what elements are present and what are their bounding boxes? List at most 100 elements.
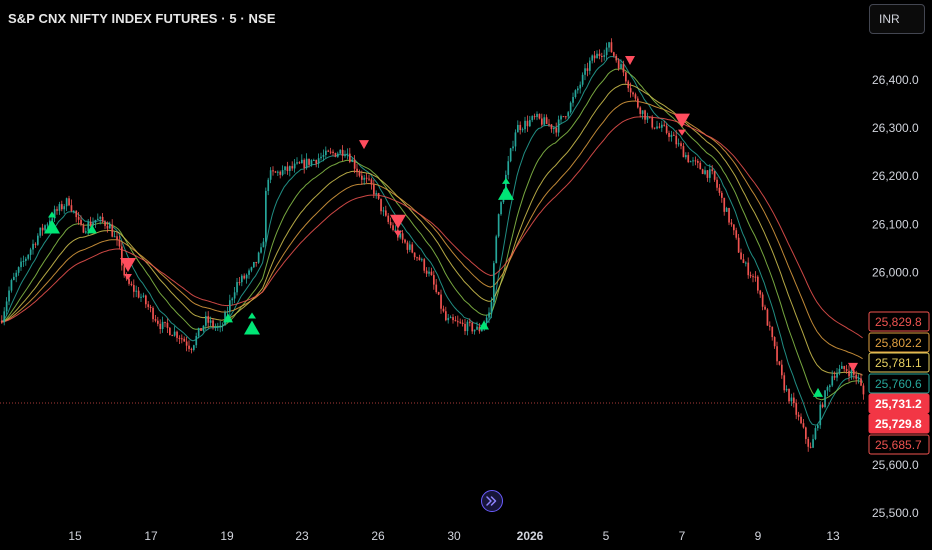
sell-signal <box>394 230 402 237</box>
candle <box>843 365 846 372</box>
candle <box>392 222 394 232</box>
candle <box>517 120 519 133</box>
candle <box>118 235 121 249</box>
candle <box>281 165 284 177</box>
candle <box>680 141 682 150</box>
buy-signal <box>244 320 260 335</box>
candle <box>411 242 414 254</box>
candle <box>185 336 188 352</box>
candle <box>627 79 630 93</box>
candle <box>135 285 138 298</box>
candle <box>332 149 334 156</box>
candle <box>447 313 450 324</box>
candle <box>656 120 658 130</box>
candle <box>545 114 548 124</box>
candle <box>569 101 572 114</box>
candle <box>109 221 111 229</box>
candle <box>272 166 274 176</box>
y-tick-label: 26,200.0 <box>872 169 919 183</box>
x-tick-label: 7 <box>679 529 686 543</box>
candle <box>795 399 798 420</box>
candle <box>857 374 860 384</box>
candle <box>814 425 817 441</box>
sell-signal <box>674 113 690 128</box>
candle <box>363 174 366 185</box>
y-tick-label: 25,600.0 <box>872 458 919 472</box>
candle <box>766 308 769 326</box>
candle <box>550 124 553 133</box>
candle <box>668 130 670 142</box>
candle <box>202 325 205 333</box>
candle <box>358 169 361 178</box>
candle <box>797 411 800 421</box>
candle <box>94 219 97 228</box>
candle <box>339 149 342 154</box>
candle <box>435 279 438 294</box>
candle <box>440 289 442 314</box>
candle <box>783 372 786 393</box>
price-label-text: 25,685.7 <box>875 438 922 452</box>
candle <box>137 286 140 299</box>
candle <box>370 177 373 190</box>
candle <box>22 255 25 267</box>
candle <box>274 170 277 173</box>
candle <box>413 252 416 260</box>
candle <box>641 110 644 120</box>
candle <box>3 307 6 326</box>
candle <box>325 146 327 159</box>
candle <box>387 212 390 225</box>
candle <box>591 54 594 64</box>
candle <box>365 173 368 184</box>
candle <box>754 271 757 282</box>
currency-button[interactable]: INR <box>869 4 925 34</box>
ma-line <box>0 55 863 426</box>
candle <box>1 315 3 324</box>
candle <box>356 163 358 177</box>
candle <box>761 292 764 311</box>
candle <box>721 190 723 203</box>
candle <box>197 327 200 339</box>
candle <box>615 54 618 63</box>
candle <box>745 261 747 267</box>
candle <box>322 149 325 162</box>
candle <box>142 292 145 298</box>
candle <box>634 92 637 102</box>
candle <box>113 231 116 238</box>
candle <box>771 326 774 341</box>
candle <box>265 187 267 246</box>
candle <box>701 168 704 175</box>
candle <box>697 158 699 169</box>
candle <box>195 332 198 348</box>
candle <box>661 120 663 132</box>
candle <box>97 213 99 221</box>
candle <box>692 157 694 166</box>
buy-signal <box>502 177 510 184</box>
y-tick-label: 25,500.0 <box>872 506 919 520</box>
price-axis[interactable]: 26,400.0 26,300.0 26,200.0 26,100.0 26,000.0… <box>872 73 919 520</box>
replay-button[interactable] <box>481 490 503 512</box>
time-axis[interactable]: 15 17 19 23 26 30 2026 5 7 9 13 <box>68 529 840 543</box>
candle <box>212 318 214 330</box>
candle <box>490 297 493 319</box>
sell-signal <box>359 140 369 150</box>
candle <box>368 174 370 182</box>
candle <box>430 267 433 276</box>
candle <box>747 257 750 279</box>
candle <box>250 266 253 273</box>
candle <box>337 151 339 158</box>
candle <box>673 131 675 136</box>
candle <box>452 314 454 324</box>
candle <box>296 157 298 165</box>
candle <box>428 267 430 277</box>
candle <box>267 177 270 196</box>
candle <box>159 319 162 334</box>
candle <box>145 294 147 309</box>
sell-signal <box>124 274 132 281</box>
candle <box>836 368 838 382</box>
candle <box>433 270 435 290</box>
candle <box>17 266 20 276</box>
candle <box>373 179 375 199</box>
candle <box>178 335 181 345</box>
